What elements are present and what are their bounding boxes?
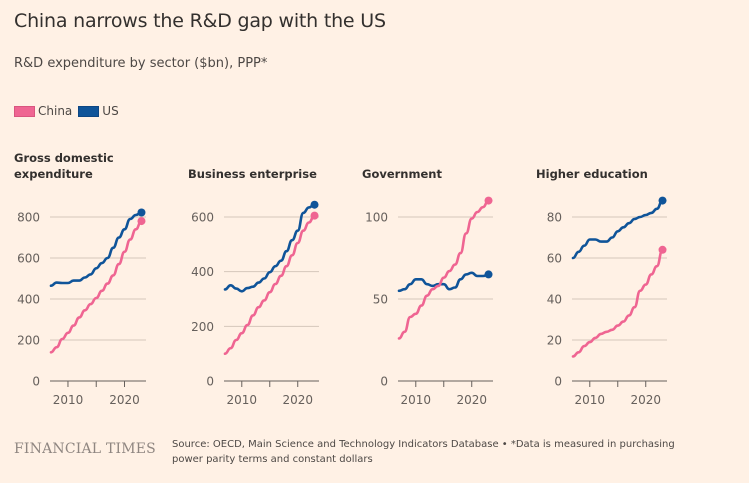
chart-panel-3: Government 0 50 100 2010 2020 — [362, 167, 493, 407]
series-line-us — [223, 203, 316, 293]
chart-panel-2: Business enterprise 0 200 400 600 2010 2020 — [188, 167, 319, 407]
panel-title: Gross domestic — [14, 151, 114, 165]
legend-item-china: China — [14, 104, 72, 118]
x-tick-label: 2020 — [109, 393, 140, 407]
y-tick-label: 400 — [17, 293, 40, 307]
legend: China US — [14, 104, 125, 118]
series-endpoint-china — [658, 245, 667, 254]
series-endpoint-us — [137, 208, 146, 217]
x-tick-label: 2020 — [282, 393, 313, 407]
legend-label-china: China — [38, 104, 73, 118]
series-endpoint-us — [658, 196, 667, 205]
y-tick-label: 60 — [547, 252, 562, 266]
series-endpoint-us — [484, 270, 493, 279]
legend-label-us: US — [102, 104, 119, 118]
panel-title: Government — [362, 167, 442, 181]
source-line-2: power parity terms and constant dollars — [172, 454, 373, 465]
x-tick-label: 2010 — [53, 393, 84, 407]
legend-swatch-china — [14, 105, 35, 117]
y-tick-label: 40 — [547, 293, 562, 307]
series-line-china — [223, 214, 316, 355]
x-tick-label: 2020 — [630, 393, 661, 407]
source-line-1: Source: OECD, Main Science and Technolog… — [172, 439, 675, 450]
y-tick-label: 100 — [365, 211, 388, 225]
series-line-us — [397, 271, 490, 293]
y-tick-label: 800 — [17, 211, 40, 225]
legend-item-us: US — [78, 104, 119, 118]
x-tick-label: 2010 — [227, 393, 258, 407]
ft-logo: FINANCIAL TIMES — [14, 441, 156, 457]
series-line-china — [571, 248, 664, 358]
x-tick-label: 2010 — [575, 393, 606, 407]
y-tick-label: 0 — [554, 375, 562, 389]
y-tick-label: 20 — [547, 334, 562, 348]
series-line-us — [49, 211, 143, 287]
panel-title: Higher education — [536, 167, 648, 181]
y-tick-label: 400 — [191, 265, 214, 279]
x-tick-label: 2020 — [456, 393, 487, 407]
legend-swatch-us — [78, 105, 100, 117]
chart-panel-4: Higher education 0 20 40 60 80 2010 2020 — [536, 167, 667, 407]
panel-title: expenditure — [14, 167, 93, 181]
y-tick-label: 50 — [373, 293, 388, 307]
panel-title: Business enterprise — [188, 167, 317, 181]
y-tick-label: 0 — [206, 375, 214, 389]
x-tick-label: 2010 — [401, 393, 432, 407]
y-tick-label: 600 — [191, 211, 214, 225]
chart-title: China narrows the R&D gap with the US — [14, 10, 386, 32]
y-tick-label: 600 — [17, 252, 40, 266]
chart-panel-1: Gross domestic expenditure 0 200 400 600 800 20… — [14, 151, 146, 407]
series-line-china — [49, 219, 143, 354]
y-tick-label: 200 — [17, 334, 40, 348]
y-tick-label: 0 — [32, 375, 40, 389]
series-endpoint-china — [484, 196, 493, 205]
series-line-china — [397, 199, 490, 340]
y-tick-label: 0 — [380, 375, 388, 389]
y-tick-label: 200 — [191, 320, 214, 334]
series-line-us — [571, 199, 664, 260]
y-tick-label: 80 — [547, 211, 562, 225]
series-endpoint-us — [310, 200, 319, 209]
chart-subtitle: R&D expenditure by sector ($bn), PPP* — [14, 56, 268, 71]
series-endpoint-china — [137, 217, 146, 226]
source-note: Source: OECD, Main Science and Technolog… — [172, 437, 712, 467]
series-endpoint-china — [310, 211, 319, 220]
